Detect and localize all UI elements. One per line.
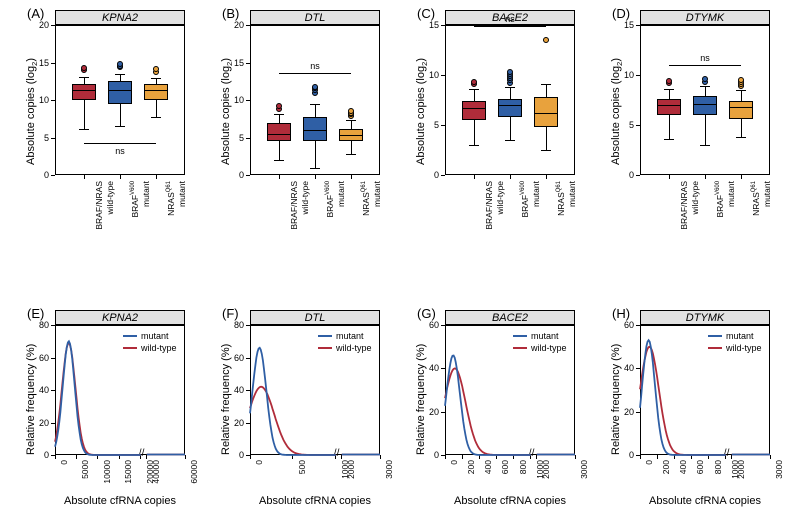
panel-letter: (B) [222, 6, 239, 21]
box [108, 81, 132, 104]
box [144, 84, 168, 100]
panel-title-bar: BACE2 [445, 310, 575, 325]
legend-mutant: mutant [336, 331, 364, 341]
panel-letter: (C) [417, 6, 435, 21]
x-tick-label: BRAFV600 [715, 181, 725, 251]
outlier-point [312, 84, 318, 90]
x-tick-label: BRAFV600 [325, 181, 335, 251]
legend-wildtype: wild-type [726, 343, 762, 353]
panel-title-bar: DTYMK [640, 10, 770, 25]
ns-label: ns [697, 53, 713, 63]
panel-letter: (D) [612, 6, 630, 21]
panel-title-bar: DTYMK [640, 310, 770, 325]
panel-title-bar: KPNA2 [55, 310, 185, 325]
panel-title: KPNA2 [102, 312, 138, 324]
panel-title: DTYMK [686, 312, 725, 324]
ns-label: ns [307, 61, 323, 71]
panel-title-bar: DTL [250, 10, 380, 25]
box [534, 97, 558, 127]
y-axis-label: Relative frequency (%) [220, 344, 232, 455]
box [72, 84, 96, 101]
legend-wildtype: wild-type [531, 343, 567, 353]
x-tick-label: BRAFV600 [130, 181, 140, 251]
curve-wildtype [250, 387, 336, 455]
x-axis-label: Absolute cfRNA copies [50, 495, 190, 507]
y-axis-label: Absolute copies (log2) [220, 58, 234, 165]
panel-title-bar: DTL [250, 310, 380, 325]
outlier-point [471, 79, 477, 85]
x-tick-label: BRAF/NRAS [94, 181, 104, 251]
panel-title: KPNA2 [102, 12, 138, 24]
y-axis-label: Absolute copies (log2) [415, 58, 429, 165]
ns-label: ns [112, 146, 128, 156]
outlier-point [666, 78, 672, 84]
x-axis-label: Absolute cfRNA copies [245, 495, 385, 507]
box [693, 96, 717, 115]
y-axis-label: Relative frequency (%) [610, 344, 622, 455]
x-tick-label: NRASQ61 [751, 181, 761, 251]
x-tick-label: BRAF/NRAS [679, 181, 689, 251]
legend-mutant: mutant [726, 331, 754, 341]
curve-wildtype [55, 343, 141, 455]
x-tick-label: BRAF/NRAS [289, 181, 299, 251]
legend-wildtype: wild-type [141, 343, 177, 353]
x-tick-label: NRASQ61 [556, 181, 566, 251]
box [498, 99, 522, 117]
panel-title-bar: KPNA2 [55, 10, 185, 25]
ns-label: ns [502, 14, 518, 24]
y-axis-label: Relative frequency (%) [415, 344, 427, 455]
curve-mutant [250, 348, 336, 455]
curve-mutant [445, 356, 531, 456]
panel-title: DTL [305, 312, 326, 324]
panel-title: DTYMK [686, 12, 725, 24]
legend-wildtype: wild-type [336, 343, 372, 353]
legend-mutant: mutant [531, 331, 559, 341]
panel-title: DTL [305, 12, 326, 24]
panel-title: BACE2 [492, 312, 528, 324]
outlier-point [543, 37, 549, 43]
box [729, 101, 753, 119]
x-axis-label: Absolute cfRNA copies [635, 495, 775, 507]
outlier-point [738, 77, 744, 83]
y-axis-label: Absolute copies (log2) [610, 58, 624, 165]
x-tick-label: NRASQ61 [361, 181, 371, 251]
box [267, 123, 291, 142]
outlier-point [81, 65, 87, 71]
curve-mutant [55, 341, 141, 455]
y-axis-label: Absolute copies (log2) [25, 58, 39, 165]
outlier-point [507, 69, 513, 75]
box [462, 101, 486, 120]
x-tick-label: NRASQ61 [166, 181, 176, 251]
x-tick-label: BRAF/NRAS [484, 181, 494, 251]
y-axis-label: Relative frequency (%) [25, 344, 37, 455]
panel-letter: (A) [27, 6, 44, 21]
outlier-point [276, 103, 282, 109]
x-tick-label: BRAFV600 [520, 181, 530, 251]
curve-mutant [640, 340, 726, 455]
box [657, 99, 681, 115]
legend-mutant: mutant [141, 331, 169, 341]
outlier-point [117, 61, 123, 67]
x-axis-label: Absolute cfRNA copies [440, 495, 580, 507]
outlier-point [702, 76, 708, 82]
